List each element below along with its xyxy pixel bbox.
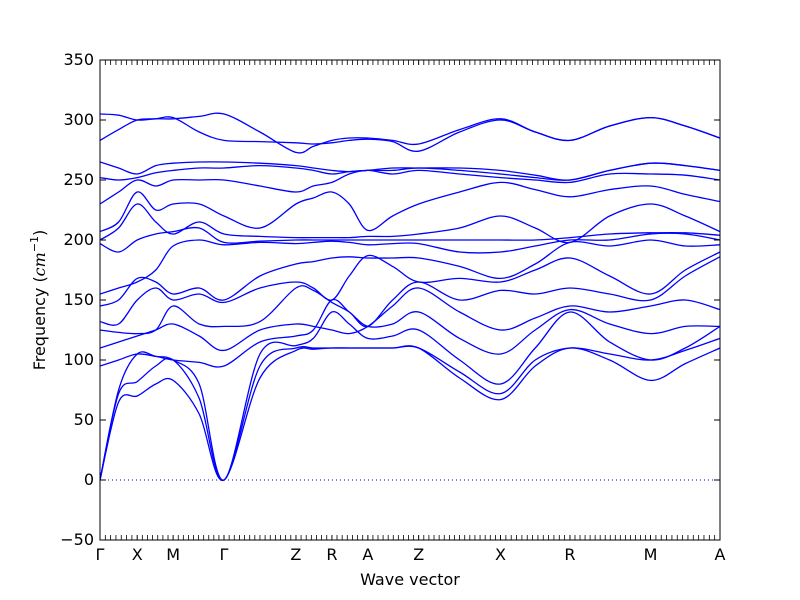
y-tick-label: −50 [60,530,94,549]
y-axis-label-text: Frequency ( [30,276,49,370]
y-axis-label-exponent: −1 [28,236,41,252]
x-tick-label: X [132,545,143,564]
y-axis-label-math: cm [30,252,49,276]
x-tick-label: R [326,545,337,564]
x-tick-label: Γ [220,545,229,564]
branch-13 [100,169,720,205]
x-tick-label: X [495,545,506,564]
x-tick-label: Γ [96,545,105,564]
y-tick-label: 350 [63,50,94,69]
y-tick-label: 100 [63,350,94,369]
branch-8 [100,239,720,307]
y-axis-label: Frequency (cm−1) [28,230,49,371]
branch-3 [100,311,720,481]
phonon-branches [100,112,720,481]
x-tick-label: Z [290,545,301,564]
branch-15 [100,161,720,181]
y-axis-label-close: ) [30,230,49,236]
y-axis-ticks: −50 0 50 100 150 200 250 300 350 [60,50,720,549]
plot-area [100,60,720,540]
x-tick-label: A [715,545,726,564]
x-tick-label: Z [413,545,424,564]
x-tick-label: M [644,545,658,564]
branch-12 [100,181,720,233]
branch-5 [100,287,720,352]
y-tick-label: 50 [74,410,94,429]
y-tick-label: 300 [63,110,94,129]
branch-7 [100,251,720,326]
x-axis-label: Wave vector [360,570,460,589]
y-tick-label: 250 [63,170,94,189]
branch-6 [100,256,720,335]
plot-frame [99,59,721,541]
branch-17 [100,112,720,154]
x-tick-label: R [564,545,575,564]
y-tick-label: 0 [84,470,94,489]
x-tick-label: M [166,545,180,564]
branch-9 [100,232,720,295]
branch-11 [100,203,720,244]
y-tick-label: 150 [63,290,94,309]
x-tick-label: A [362,545,373,564]
y-tick-label: 200 [63,230,94,249]
